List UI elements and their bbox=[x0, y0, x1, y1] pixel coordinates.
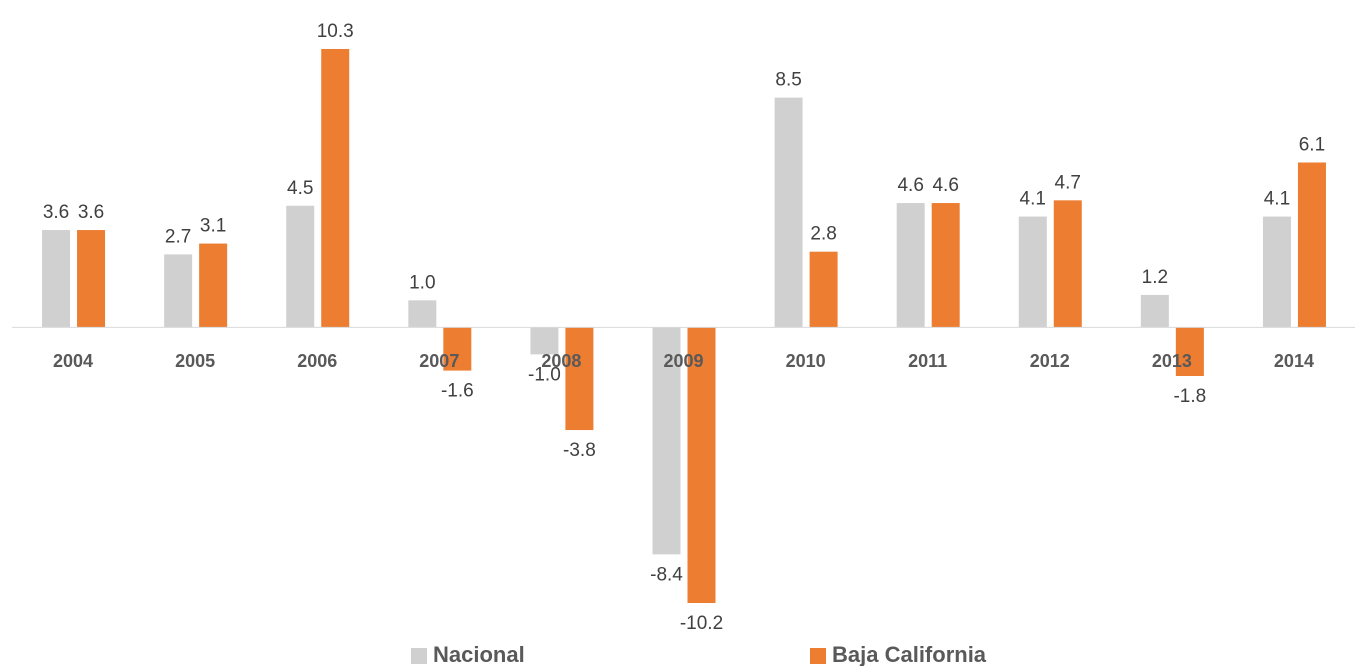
x-tick-label: 2004 bbox=[53, 351, 93, 371]
bar bbox=[321, 49, 350, 328]
x-tick-label: 2010 bbox=[786, 351, 826, 371]
bar bbox=[1297, 162, 1326, 328]
data-label: 4.7 bbox=[1055, 172, 1081, 193]
bar bbox=[408, 300, 437, 328]
x-tick-label: 2012 bbox=[1030, 351, 1070, 371]
data-label: 1.0 bbox=[409, 272, 435, 293]
bar bbox=[809, 251, 838, 328]
data-label: 4.1 bbox=[1264, 189, 1290, 210]
data-label: -8.4 bbox=[650, 564, 683, 585]
bar bbox=[652, 327, 681, 555]
data-label: 4.6 bbox=[932, 175, 958, 196]
data-label: -1.8 bbox=[1173, 386, 1206, 407]
data-label: 2.8 bbox=[810, 224, 836, 245]
bar bbox=[199, 243, 228, 328]
data-label: 8.5 bbox=[775, 70, 801, 91]
bar bbox=[687, 327, 716, 603]
data-label: 10.3 bbox=[317, 21, 354, 42]
bar bbox=[1140, 294, 1169, 328]
bar bbox=[530, 327, 559, 355]
legend-swatch bbox=[411, 648, 427, 664]
data-label: 4.6 bbox=[897, 175, 923, 196]
bar bbox=[42, 230, 71, 328]
data-label: 4.1 bbox=[1020, 189, 1046, 210]
data-label: -10.2 bbox=[680, 613, 723, 634]
data-label: -1.0 bbox=[528, 364, 561, 385]
data-label: 1.2 bbox=[1142, 267, 1168, 288]
x-tick-label: 2014 bbox=[1274, 351, 1314, 371]
legend-label: Baja California bbox=[832, 642, 987, 666]
data-label: -3.8 bbox=[563, 440, 596, 461]
bar bbox=[77, 230, 106, 328]
bar bbox=[931, 203, 960, 328]
x-tick-label: 2013 bbox=[1152, 351, 1192, 371]
bar bbox=[443, 327, 472, 371]
bar bbox=[1262, 216, 1291, 328]
bar bbox=[774, 97, 803, 328]
x-tick-label: 2005 bbox=[175, 351, 215, 371]
legend-swatch bbox=[810, 648, 826, 664]
data-label: 3.1 bbox=[200, 216, 226, 237]
bar bbox=[565, 327, 594, 431]
bar bbox=[164, 254, 193, 328]
x-tick-label: 2007 bbox=[419, 351, 459, 371]
data-label: 4.5 bbox=[287, 178, 313, 199]
x-tick-label: 2011 bbox=[908, 351, 947, 371]
data-label: 2.7 bbox=[165, 226, 191, 247]
x-tick-label: 2008 bbox=[541, 351, 581, 371]
data-label: 3.6 bbox=[43, 202, 69, 223]
legend-label: Nacional bbox=[433, 642, 525, 666]
data-label: 3.6 bbox=[78, 202, 104, 223]
bar bbox=[1175, 327, 1204, 376]
bar bbox=[896, 203, 925, 328]
bar bbox=[1018, 216, 1047, 328]
bar bbox=[286, 205, 315, 328]
bar bbox=[1053, 200, 1082, 328]
data-label: 6.1 bbox=[1299, 135, 1325, 156]
x-tick-label: 2009 bbox=[663, 351, 703, 371]
data-label: -1.6 bbox=[441, 381, 474, 402]
x-tick-label: 2006 bbox=[297, 351, 337, 371]
